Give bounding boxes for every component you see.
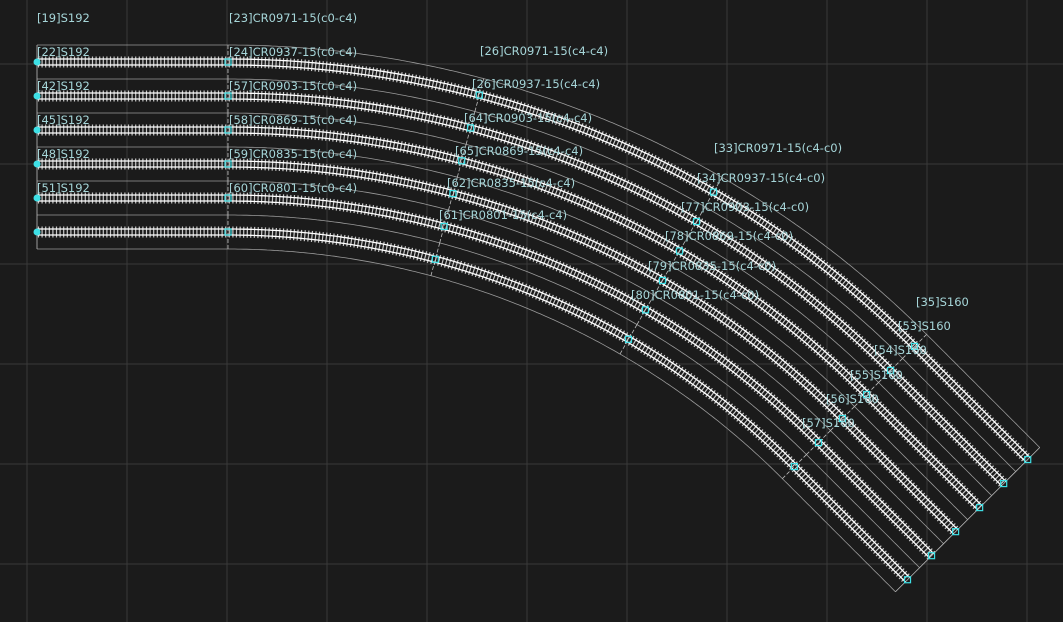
track-outline xyxy=(37,44,1041,448)
joint-marker xyxy=(33,92,41,100)
joint-marker xyxy=(1000,479,1008,488)
joint-marker xyxy=(33,228,41,236)
track-outline xyxy=(37,248,896,593)
label: [23]CR0971-15(c0-c4) xyxy=(229,11,357,25)
rail xyxy=(37,234,906,583)
joint-marker xyxy=(33,160,41,168)
joint-marker xyxy=(33,126,41,134)
rail xyxy=(37,132,978,511)
track-outline xyxy=(37,78,1017,472)
label: [45]S192 xyxy=(37,113,90,127)
label: [22]S192 xyxy=(37,45,90,59)
label: [79]CR0835-15(c4-c0) xyxy=(648,259,776,273)
label: [26]CR0937-15(c4-c4) xyxy=(472,77,600,91)
joint-marker xyxy=(641,306,650,314)
rail xyxy=(37,58,1031,458)
track-outline xyxy=(37,180,944,544)
piece-boundary xyxy=(1015,447,1041,472)
joint-marker xyxy=(1024,455,1032,464)
joint-marker xyxy=(952,528,960,536)
labels: [19]S192 [23]CR0971-15(c0-c4) [22]S192 [… xyxy=(37,11,969,430)
piece-boundary xyxy=(943,519,968,544)
joint-marker xyxy=(927,552,936,560)
joint-marker xyxy=(224,160,232,168)
label: [59]CR0835-15(c0-c4) xyxy=(229,147,357,161)
label: [80]CR0801-15(c4-c0) xyxy=(631,288,759,302)
joint-marker xyxy=(658,276,667,285)
label: [51]S192 xyxy=(37,181,90,195)
label: [56]S160 xyxy=(826,392,879,406)
label: [54]S160 xyxy=(874,343,927,357)
label: [33]CR0971-15(c4-c0) xyxy=(714,141,842,155)
joint-marker xyxy=(33,58,41,66)
track-outline xyxy=(37,112,992,496)
joint-marker xyxy=(976,504,984,512)
label: [77]CR0903-15(c4-c0) xyxy=(681,200,809,214)
rail xyxy=(37,64,1027,463)
label: [34]CR0937-15(c4-c0) xyxy=(697,171,825,185)
rail xyxy=(37,92,1007,482)
joint-marker xyxy=(224,194,232,202)
rail xyxy=(37,194,935,555)
joint-marker xyxy=(624,335,633,343)
joint-marker xyxy=(709,188,718,196)
label: [53]S160 xyxy=(898,319,951,333)
joint-marker xyxy=(862,390,871,399)
rail xyxy=(37,166,954,535)
joint-marker xyxy=(692,217,701,226)
joint-marker xyxy=(224,92,232,100)
joint-marker xyxy=(449,190,457,198)
piece-boundary xyxy=(991,471,1016,496)
joint-marker xyxy=(903,576,912,584)
joint-marker xyxy=(475,91,483,99)
label: [60]CR0801-15(c0-c4) xyxy=(229,181,357,195)
label: [26]CR0971-15(c4-c4) xyxy=(480,44,608,58)
label: [35]S160 xyxy=(916,295,969,309)
joint-marker xyxy=(224,126,232,134)
rail xyxy=(37,200,930,559)
joint-marker xyxy=(790,463,798,471)
piece-boundary xyxy=(895,567,920,593)
label: [64]CR0903-15(c4-c4) xyxy=(464,111,592,125)
tracks xyxy=(33,44,1041,593)
joint-marker xyxy=(886,366,895,375)
joint-marker xyxy=(911,342,919,350)
label: [58]CR0869-15(c0-c4) xyxy=(229,113,357,127)
label: [24]CR0937-15(c0-c4) xyxy=(229,45,357,59)
label: [78]CR0869-15(c4-c0) xyxy=(665,229,793,243)
joint-marker xyxy=(33,194,41,202)
joint-marker xyxy=(431,255,439,263)
rail xyxy=(37,160,959,530)
label: [55]S160 xyxy=(850,368,903,382)
joint-marker xyxy=(224,228,232,236)
label: [62]CR0835-15(c4-c4) xyxy=(447,176,575,190)
label: [48]S192 xyxy=(37,147,90,161)
rail xyxy=(37,228,911,579)
joint-marker xyxy=(224,58,232,66)
joint-marker xyxy=(675,247,684,255)
joint-marker xyxy=(440,222,448,231)
piece-boundary xyxy=(919,543,944,569)
label: [42]S192 xyxy=(37,79,90,93)
rail xyxy=(37,126,983,506)
track-outline xyxy=(37,214,920,568)
label: [57]CR0903-15(c0-c4) xyxy=(229,79,357,93)
joint-marker xyxy=(814,438,823,447)
label: [19]S192 xyxy=(37,11,90,25)
label: [61]CR0801-15(c4-c4) xyxy=(439,208,567,222)
joint-marker xyxy=(458,157,466,165)
label: [57]S160 xyxy=(802,416,855,430)
track-outline xyxy=(37,146,968,520)
rail xyxy=(37,98,1003,487)
label: [65]CR0869-15(c4-c4) xyxy=(455,144,583,158)
joint-marker xyxy=(838,414,847,423)
joint-marker xyxy=(466,124,475,132)
